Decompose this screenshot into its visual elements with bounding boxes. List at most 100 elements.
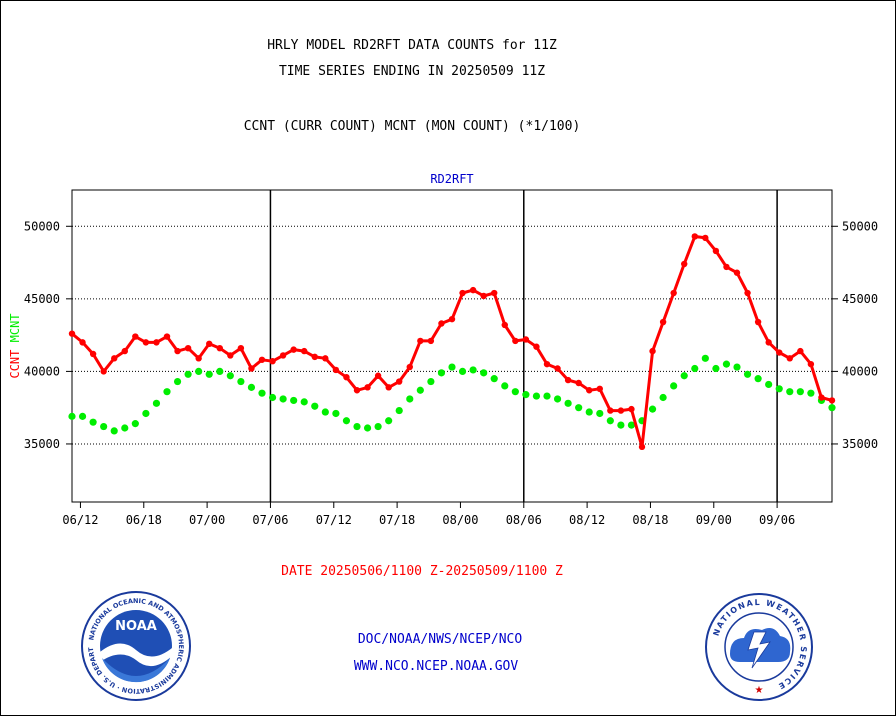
svg-text:★: ★ xyxy=(755,685,764,696)
ccnt-point xyxy=(142,339,150,346)
ccnt-point xyxy=(227,352,234,359)
mcnt-point xyxy=(828,404,836,412)
ccnt-point xyxy=(617,407,625,414)
mcnt-point xyxy=(268,393,277,402)
y-tick-label-left: 40000 xyxy=(24,364,60,378)
chart-title-line-1: HRLY MODEL RD2RFT DATA COUNTS for 11Z xyxy=(267,38,557,53)
mcnt-point xyxy=(173,377,182,386)
mcnt-point xyxy=(701,354,709,362)
ccnt-point xyxy=(828,397,836,404)
org-path-link[interactable]: DOC/NOAA/NWS/NCEP/NCO xyxy=(357,632,523,647)
x-tick-label: 06/18 xyxy=(126,513,162,527)
mcnt-point xyxy=(427,377,435,386)
ccnt-point xyxy=(301,347,308,355)
mcnt-point xyxy=(691,364,699,373)
ccnt-point xyxy=(649,347,656,355)
mcnt-point xyxy=(775,385,783,393)
mcnt-point xyxy=(406,395,414,403)
ccnt-point xyxy=(818,394,825,401)
ccnt-point xyxy=(691,233,698,240)
mcnt-point xyxy=(617,421,625,429)
x-tick-label: 09/00 xyxy=(696,513,732,527)
mcnt-point xyxy=(321,408,329,416)
mcnt-point xyxy=(796,388,804,396)
x-tick-label: 08/12 xyxy=(569,513,605,527)
panel-label: RD2RFT xyxy=(430,172,473,186)
x-tick-label: 07/06 xyxy=(252,513,288,527)
ccnt-point xyxy=(89,350,97,358)
ccnt-point xyxy=(121,347,128,355)
y-tick-label-right: 35000 xyxy=(842,437,878,451)
mcnt-point xyxy=(374,422,382,431)
mcnt-point xyxy=(765,380,773,389)
ccnt-point xyxy=(427,337,435,345)
ccnt-point xyxy=(702,234,709,242)
ccnt-point xyxy=(543,360,551,368)
ccnt-point xyxy=(374,372,382,379)
x-tick-label: 08/00 xyxy=(442,513,478,527)
ccnt-point xyxy=(290,346,297,353)
mcnt-point xyxy=(163,388,171,396)
x-tick-label: 07/12 xyxy=(316,513,352,527)
mcnt-point xyxy=(68,412,76,420)
ccnt-point xyxy=(353,387,361,394)
ccnt-point xyxy=(681,260,688,268)
mcnt-point xyxy=(184,370,192,378)
nws-logo: ★ NATIONAL WEATHER SERVICE xyxy=(705,593,813,701)
mcnt-point xyxy=(332,409,340,418)
ccnt-point xyxy=(163,333,171,340)
mcnt-point xyxy=(237,377,245,386)
mcnt-point xyxy=(807,389,815,397)
x-tick-label: 08/18 xyxy=(632,513,668,527)
ccnt-point xyxy=(522,336,530,343)
ccnt-point xyxy=(269,358,276,365)
ccnt-point xyxy=(754,318,762,326)
ccnt-point xyxy=(586,387,593,394)
x-tick-label: 08/06 xyxy=(506,513,542,527)
ccnt-point xyxy=(174,347,181,355)
mcnt-point xyxy=(395,406,403,415)
ccnt-point xyxy=(311,353,318,361)
mcnt-point xyxy=(585,408,593,416)
mcnt-point xyxy=(89,418,97,426)
mcnt-point xyxy=(437,369,446,377)
x-tick-label: 09/06 xyxy=(759,513,795,527)
mcnt-point xyxy=(543,392,551,400)
mcnt-point xyxy=(722,360,731,368)
noaa-logo: NOAA NATIONAL OCEANIC AND ATMOSPHERIC AD… xyxy=(80,590,191,701)
mcnt-point xyxy=(596,409,604,418)
x-tick-label: 07/18 xyxy=(379,513,415,527)
ccnt-point xyxy=(322,355,329,362)
series-mcnt xyxy=(68,354,836,435)
mcnt-point xyxy=(659,393,667,402)
ccnt-point xyxy=(491,289,498,297)
ccnt-point xyxy=(712,247,720,255)
mcnt-point xyxy=(553,395,562,403)
ccnt-point xyxy=(554,365,561,372)
ccnt-point xyxy=(332,366,340,374)
chart-title-line-3: CCNT (CURR COUNT) MCNT (MON COUNT) (*1/1… xyxy=(243,119,581,134)
mcnt-point xyxy=(363,424,372,432)
y-tick-label-left: 50000 xyxy=(24,219,60,233)
mcnt-point xyxy=(131,420,139,428)
mcnt-point xyxy=(490,375,498,383)
y-tick-label-right: 50000 xyxy=(842,219,878,233)
ccnt-point xyxy=(248,365,255,372)
mcnt-point xyxy=(648,405,657,413)
mcnt-point xyxy=(458,367,467,375)
ccnt-point xyxy=(469,286,477,294)
website-link[interactable]: WWW.NCO.NCEP.NOAA.GOV xyxy=(353,659,519,674)
mcnt-point xyxy=(78,412,87,420)
ccnt-point xyxy=(459,289,466,297)
mcnt-point xyxy=(279,395,287,403)
mcnt-point xyxy=(606,417,614,425)
ccnt-point xyxy=(385,384,392,391)
mcnt-point xyxy=(152,399,161,407)
y-tick-label-left: 45000 xyxy=(24,292,60,306)
mcnt-point xyxy=(575,404,583,412)
mcnt-point xyxy=(469,366,477,374)
x-tick-label: 07/00 xyxy=(189,513,225,527)
noaa-logo-text: NOAA xyxy=(115,619,157,634)
ccnt-point xyxy=(206,340,213,348)
